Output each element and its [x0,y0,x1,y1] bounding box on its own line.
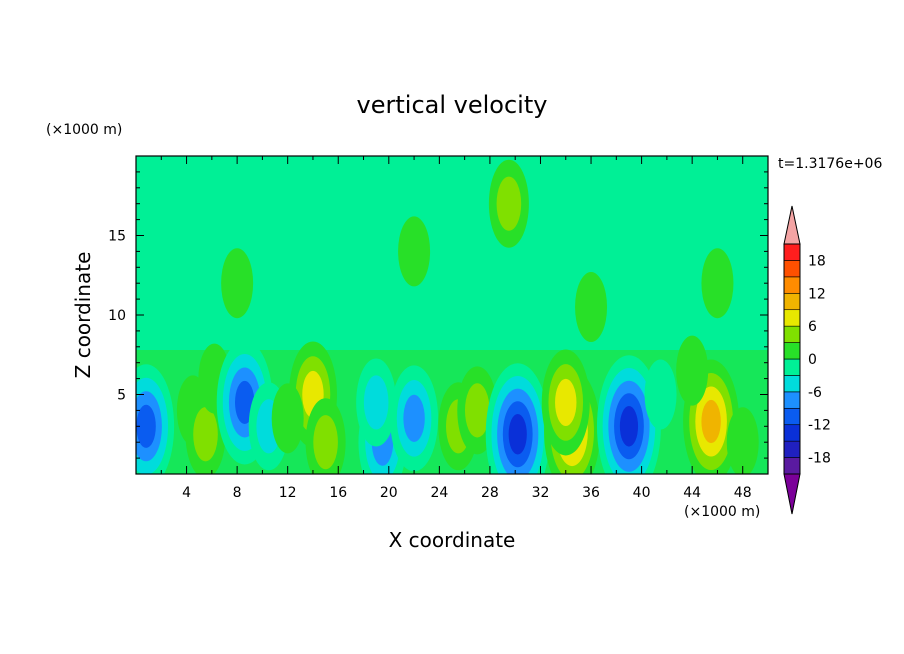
x-tick-label-8: 8 [233,485,242,501]
cells-layer [136,159,759,474]
x-tick-label-32: 32 [532,485,550,501]
colorbar-band-11 [783,276,801,294]
contour-cell-18-level-1 [644,359,677,430]
colorbar-label-12: 12 [808,286,826,302]
colorbar: 18 12 6 0 -6 -12 -18 [783,205,831,515]
x-tick-label-20: 20 [380,485,398,501]
contour-cell-11-level-3 [403,394,425,442]
time-label: t=1.3176e+06 [778,156,882,172]
contour-cell-23-level-1 [398,216,431,287]
x-axis-title: X coordinate [389,528,516,552]
colorbar-band-0 [783,457,801,475]
contour-cell-24-level-2 [496,176,522,231]
colorbar-label--18: -18 [808,451,831,467]
colorbar-band-9 [783,309,801,327]
x-unit-label: (×1000 m) [684,504,760,520]
colorbar-band-13 [783,243,801,261]
colorbar-frame [783,243,801,475]
contour-cell-17-level-5 [619,406,639,447]
colorbar-label-6: 6 [808,319,817,335]
colorbar-band-4 [783,391,801,409]
contour-cell-4-level-4 [235,380,255,425]
contour-cell-8-level-1 [271,383,304,454]
contour-cell-2-level-2 [193,407,218,462]
contour-field [136,156,768,474]
contour-cell-14-level-5 [508,413,527,455]
contour-cell-10-level-2 [363,375,389,430]
y-tick-label-10: 10 [108,308,126,324]
x-tick-label-48: 48 [734,485,752,501]
contour-cell-19-level-4 [701,399,721,444]
colorbar-band-1 [783,440,801,458]
x-axis: 4 8 12 16 20 24 28 32 36 40 44 48 [160,156,752,501]
x-tick-label-28: 28 [481,485,499,501]
colorbar-band-12 [783,260,801,278]
x-tick-label-4: 4 [182,485,191,501]
colorbar-label-18: 18 [808,253,826,269]
contour-cell-21-level-1 [676,335,709,406]
colorbar-band-6 [783,358,801,376]
contour-cell-0-level-4 [136,404,156,448]
y-axis: 5 10 15 [108,171,768,459]
contour-cell-25-level-1 [575,272,608,343]
contour-cell-22-level-1 [221,248,254,319]
x-tick-label-36: 36 [582,485,600,501]
colorbar-band-7 [783,342,801,360]
colorbar-label-0: 0 [808,352,817,368]
contour-cell-13-level-2 [464,383,490,438]
colorbar-label--6: -6 [808,385,822,401]
x-tick-label-40: 40 [633,485,651,501]
colorbar-band-2 [783,424,801,442]
chart-title: vertical velocity [357,91,548,119]
y-unit-label: (×1000 m) [46,122,122,138]
x-tick-label-16: 16 [329,485,347,501]
colorbar-band-3 [783,407,801,426]
x-tick-label-24: 24 [430,485,448,501]
y-tick-label-15: 15 [108,229,126,245]
y-axis-title: Z coordinate [71,252,95,379]
contour-cell-20-level-1 [726,407,759,474]
colorbar-extend-max [783,205,801,245]
contour-cell-7-level-2 [313,415,338,470]
y-tick-label-5: 5 [117,388,126,404]
colorbar-band-8 [783,325,801,343]
contour-cell-16-level-3 [555,378,577,427]
x-tick-label-12: 12 [279,485,297,501]
colorbar-band-5 [783,375,801,393]
x-tick-label-44: 44 [683,485,701,501]
colorbar-label--12: -12 [808,418,831,434]
contour-cell-26-level-1 [701,248,734,319]
colorbar-band-10 [783,292,801,311]
colorbar-extend-min [783,473,801,515]
